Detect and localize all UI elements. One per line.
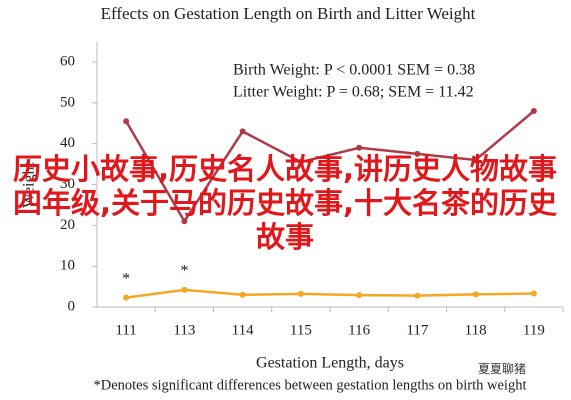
y-tick-label: 20 xyxy=(60,217,75,233)
x-tick-label: 119 xyxy=(523,322,545,338)
point xyxy=(472,291,479,298)
series-line xyxy=(125,110,535,224)
overlay-text: 历史小故事,历史名人故事,讲历史人物故事四年级,关于马的历史故事,十大名茶的历史… xyxy=(12,152,558,254)
annotation: Litter Weight: P = 0.68; SEM = 11.42 xyxy=(233,84,474,101)
point xyxy=(356,292,363,299)
x-tick-label: 113 xyxy=(173,322,195,338)
y-axis-label: Weight xyxy=(21,162,38,208)
point xyxy=(239,291,246,298)
x-axis-label: Gestation Length, days xyxy=(256,355,404,372)
x-tick-label: 115 xyxy=(290,322,312,338)
x-tick-label: 118 xyxy=(465,322,487,338)
point xyxy=(530,108,537,114)
watermark: 夏夏聊猪 xyxy=(478,362,527,376)
point xyxy=(297,159,304,166)
point xyxy=(123,118,130,125)
point xyxy=(181,218,188,225)
footnote: *Denotes significant differences between… xyxy=(93,377,526,393)
point xyxy=(181,286,188,293)
point xyxy=(530,290,537,297)
series-line xyxy=(125,288,534,299)
annotation: Birth Weight: P < 0.0001 SEM = 0.38 xyxy=(233,62,475,79)
y-tick-label: 60 xyxy=(60,53,75,69)
x-tick-label: 114 xyxy=(232,322,254,338)
y-tick-label: 0 xyxy=(68,298,76,314)
x-tick-label: 117 xyxy=(406,322,428,338)
y-tick-label: 40 xyxy=(60,135,75,151)
point xyxy=(123,294,130,301)
point xyxy=(414,292,421,299)
chart-title: Effects on Gestation Length on Birth and… xyxy=(101,4,476,23)
y-tick-label: 50 xyxy=(60,94,75,110)
point xyxy=(297,290,304,297)
x-tick-label: 116 xyxy=(348,322,370,338)
significance-marker: * xyxy=(180,263,188,280)
point xyxy=(356,144,363,151)
significance-marker: * xyxy=(122,270,130,287)
point xyxy=(472,157,479,163)
point xyxy=(239,128,246,135)
y-tick-label: 30 xyxy=(60,176,75,192)
x-tick-label: 111 xyxy=(115,322,136,338)
y-tick-label: 10 xyxy=(60,258,75,274)
point xyxy=(414,150,421,157)
